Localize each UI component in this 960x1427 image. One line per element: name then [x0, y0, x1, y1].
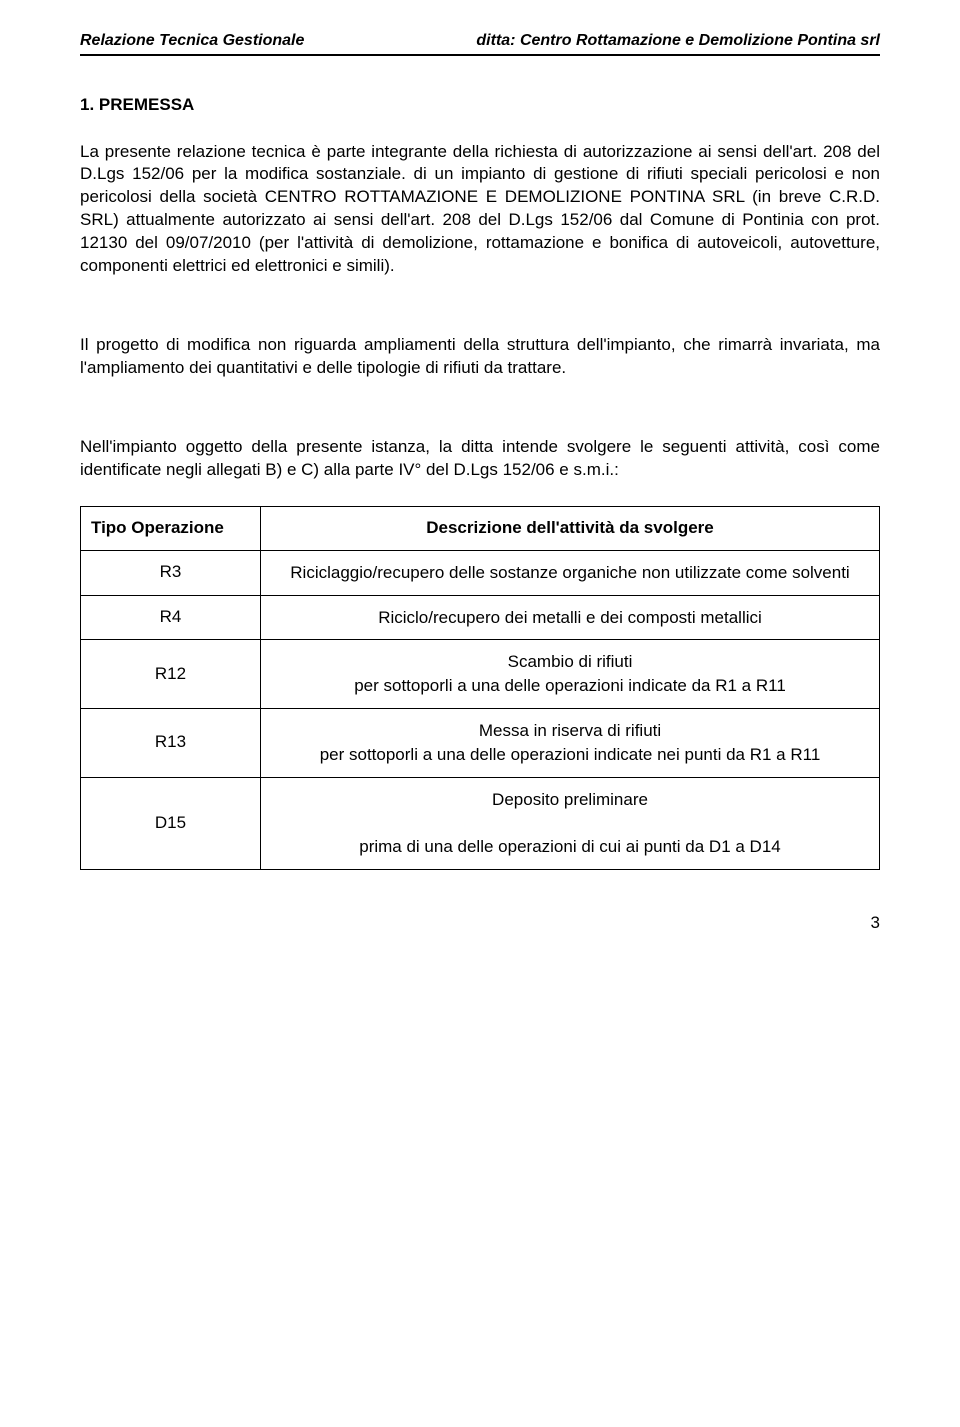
- section-title: 1. PREMESSA: [80, 94, 880, 117]
- table-row: R12Scambio di rifiutiper sottoporli a un…: [81, 640, 880, 709]
- table-row: R3Riciclaggio/recupero delle sostanze or…: [81, 550, 880, 595]
- header-right: ditta: Centro Rottamazione e Demolizione…: [476, 30, 880, 52]
- table-row: R13Messa in riserva di rifiutiper sottop…: [81, 709, 880, 778]
- cell-desc: Riciclaggio/recupero delle sostanze orga…: [261, 550, 880, 595]
- cell-desc: Riciclo/recupero dei metalli e dei compo…: [261, 595, 880, 640]
- cell-desc: Deposito preliminareprima di una delle o…: [261, 777, 880, 869]
- col-header-tipo: Tipo Operazione: [81, 506, 261, 550]
- cell-desc: Scambio di rifiutiper sottoporli a una d…: [261, 640, 880, 709]
- paragraph-1: La presente relazione tecnica è parte in…: [80, 141, 880, 279]
- table-header-row: Tipo Operazione Descrizione dell'attivit…: [81, 506, 880, 550]
- page-header: Relazione Tecnica Gestionale ditta: Cent…: [80, 30, 880, 56]
- paragraph-2: Il progetto di modifica non riguarda amp…: [80, 334, 880, 380]
- cell-desc: Messa in riserva di rifiutiper sottoporl…: [261, 709, 880, 778]
- cell-tipo: R12: [81, 640, 261, 709]
- table-row: R4Riciclo/recupero dei metalli e dei com…: [81, 595, 880, 640]
- cell-tipo: R4: [81, 595, 261, 640]
- cell-tipo: R13: [81, 709, 261, 778]
- cell-tipo: R3: [81, 550, 261, 595]
- col-header-desc: Descrizione dell'attività da svolgere: [261, 506, 880, 550]
- table-row: D15Deposito preliminareprima di una dell…: [81, 777, 880, 869]
- paragraph-3: Nell'impianto oggetto della presente ist…: [80, 436, 880, 482]
- page-number: 3: [80, 912, 880, 935]
- operations-table: Tipo Operazione Descrizione dell'attivit…: [80, 506, 880, 870]
- cell-tipo: D15: [81, 777, 261, 869]
- header-left: Relazione Tecnica Gestionale: [80, 30, 304, 52]
